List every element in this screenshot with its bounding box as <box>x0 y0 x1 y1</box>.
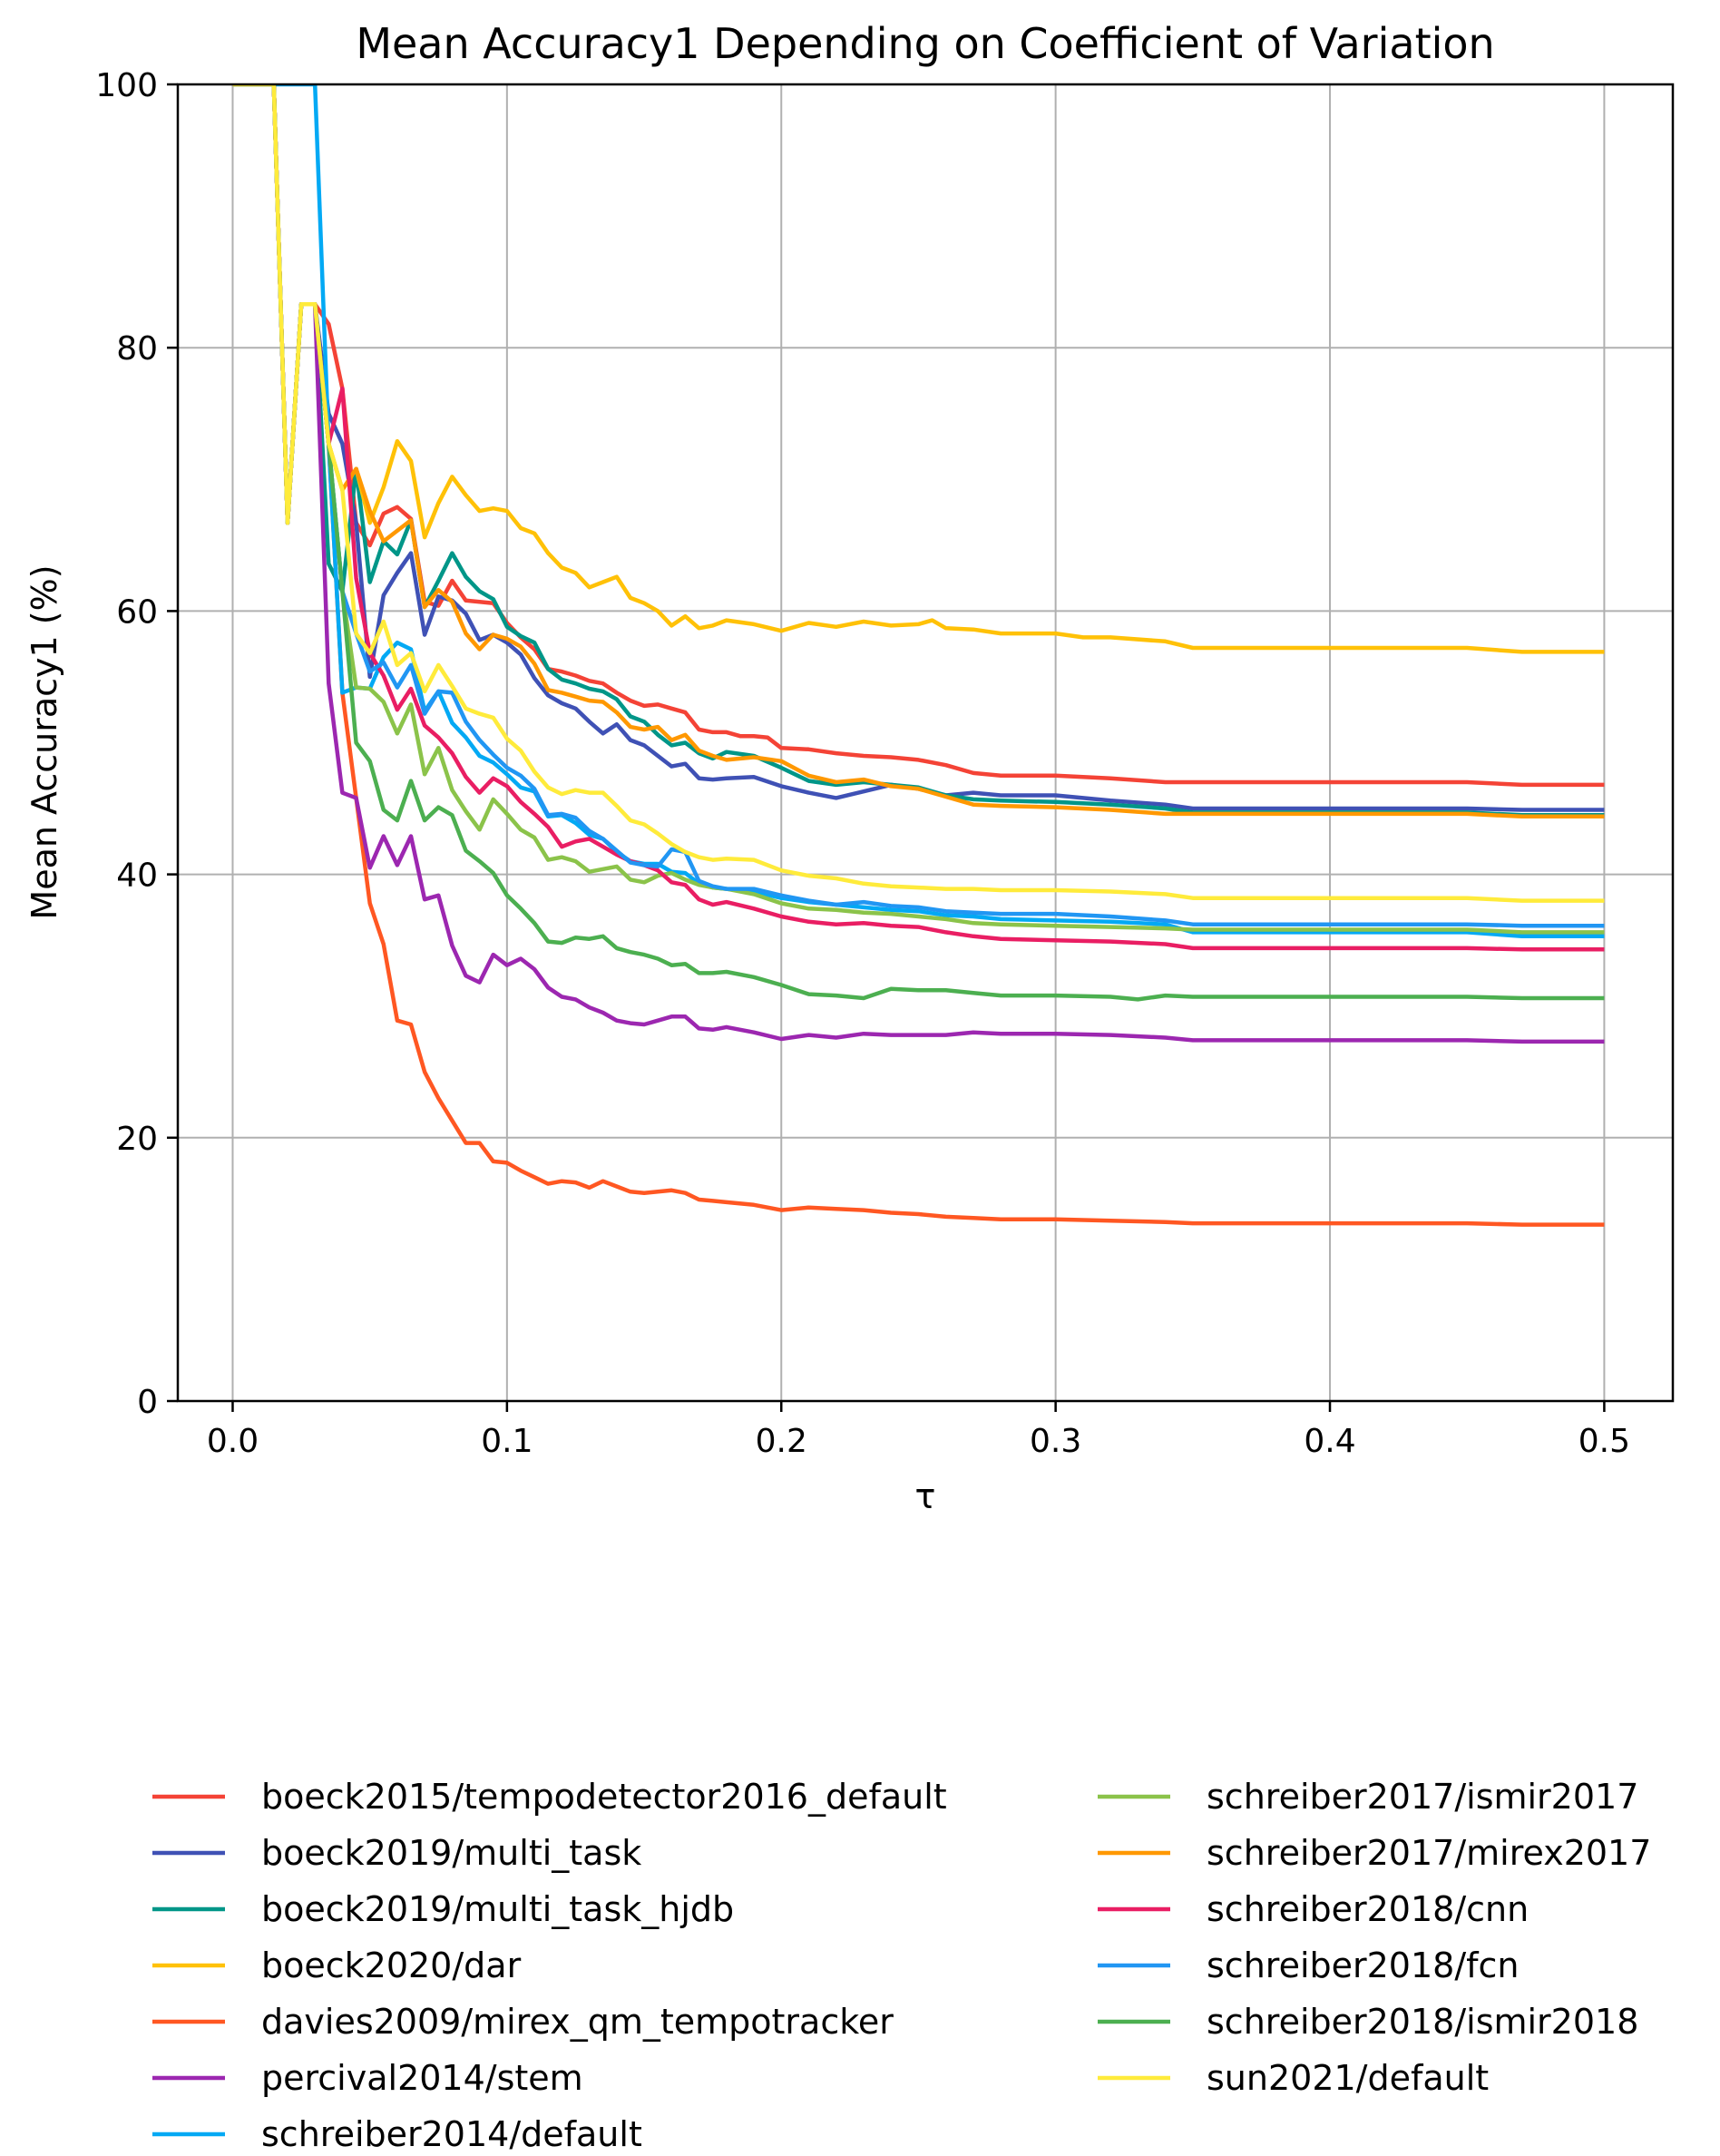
legend-label-12: sun2021/default <box>1207 2058 1489 2098</box>
series-line-8 <box>232 84 1605 819</box>
y-tick-label: 20 <box>116 1121 158 1158</box>
legend-label-3: boeck2020/dar <box>261 1945 522 1985</box>
y-tick-label: 40 <box>116 858 158 895</box>
series-line-12 <box>232 84 1605 903</box>
legend: boeck2015/tempodetector2016_defaultboeck… <box>152 1777 1651 2154</box>
legend-label-9: schreiber2018/cnn <box>1207 1889 1529 1929</box>
x-tick-label: 0.4 <box>1304 1423 1355 1460</box>
legend-label-11: schreiber2018/ismir2018 <box>1207 2002 1638 2042</box>
legend-label-6: schreiber2014/default <box>261 2114 642 2154</box>
series-line-2 <box>232 84 1605 818</box>
plot-frame <box>176 83 1675 1403</box>
legend-label-10: schreiber2018/fcn <box>1207 1945 1520 1985</box>
series-line-3 <box>232 84 1605 654</box>
y-tick-label: 100 <box>95 67 158 104</box>
series-line-11 <box>232 84 1605 1002</box>
series-line-9 <box>232 84 1605 952</box>
series-lines <box>232 84 1605 1227</box>
legend-label-4: davies2009/mirex_qm_tempotracker <box>261 2002 894 2042</box>
x-tick-label: 0.0 <box>207 1423 259 1460</box>
grid <box>178 83 1673 1402</box>
legend-label-1: boeck2019/multi_task <box>261 1833 641 1873</box>
legend-label-8: schreiber2017/mirex2017 <box>1207 1833 1651 1873</box>
x-tick-label: 0.1 <box>481 1423 533 1460</box>
series-line-1 <box>232 84 1605 812</box>
axis-ticks: 0.0 0.1 0.2 0.3 0.4 0.5 0 20 40 60 80 100 <box>95 67 1630 1460</box>
series-line-7 <box>232 84 1605 935</box>
series-line-4 <box>232 84 1605 1227</box>
y-axis-label: Mean Accuracy1 (%) <box>24 564 64 919</box>
x-tick-label: 0.2 <box>756 1423 807 1460</box>
series-line-5 <box>232 84 1605 1044</box>
x-tick-label: 0.5 <box>1578 1423 1630 1460</box>
series-line-0 <box>232 84 1605 788</box>
legend-label-7: schreiber2017/ismir2017 <box>1207 1777 1638 1817</box>
chart-title: Mean Accuracy1 Depending on Coefficient … <box>356 19 1494 68</box>
x-tick-label: 0.3 <box>1030 1423 1081 1460</box>
legend-label-0: boeck2015/tempodetector2016_default <box>261 1777 947 1817</box>
series-line-10 <box>232 84 1605 928</box>
legend-label-5: percival2014/stem <box>261 2058 583 2098</box>
x-axis-label: τ <box>915 1476 936 1516</box>
y-tick-label: 80 <box>116 330 158 368</box>
y-tick-label: 60 <box>116 593 158 631</box>
legend-label-2: boeck2019/multi_task_hjdb <box>261 1889 734 1929</box>
y-tick-label: 0 <box>137 1384 158 1421</box>
